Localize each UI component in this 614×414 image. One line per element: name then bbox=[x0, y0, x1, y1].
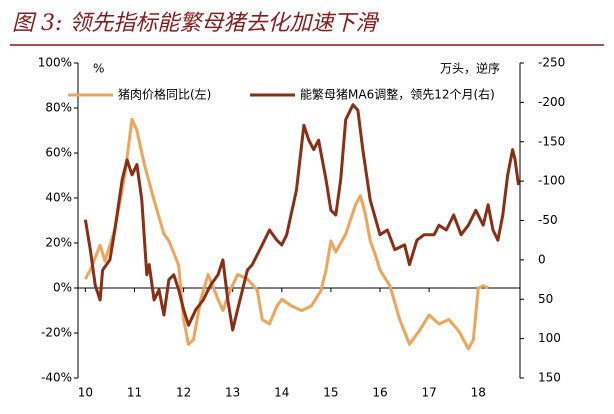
y-tick-label: 20% bbox=[45, 236, 72, 250]
y2-tick-label: 150 bbox=[538, 371, 561, 385]
y-tick-label: 80% bbox=[45, 101, 72, 115]
y-tick-label: 40% bbox=[45, 191, 72, 205]
y2-tick-label: -150 bbox=[538, 134, 565, 148]
y-axis-label: % bbox=[93, 62, 104, 76]
x-tick-label: 11 bbox=[127, 386, 142, 400]
x-tick-label: 10 bbox=[78, 386, 93, 400]
series-line bbox=[83, 103, 520, 332]
x-tick-label: 12 bbox=[176, 386, 191, 400]
x-tick-label: 16 bbox=[372, 386, 387, 400]
legend-label: 能繁母猪MA6调整，领先12个月(右) bbox=[300, 87, 495, 102]
y2-tick-label: -200 bbox=[538, 95, 565, 109]
x-tick-label: 13 bbox=[225, 386, 240, 400]
x-tick-label: 18 bbox=[471, 386, 486, 400]
x-tick-label: 14 bbox=[274, 386, 289, 400]
x-tick-label: 15 bbox=[323, 386, 338, 400]
y-tick-label: 60% bbox=[45, 146, 72, 160]
y2-tick-label: 0 bbox=[538, 252, 546, 266]
legend-label: 猪肉价格同比(左) bbox=[118, 87, 211, 102]
chart-title: 图 3: 领先指标能繁母猪去化加速下滑 bbox=[12, 11, 379, 36]
y2-tick-label: -250 bbox=[538, 56, 565, 70]
y2-axis-label: 万头，逆序 bbox=[440, 61, 500, 76]
y2-tick-label: 50 bbox=[538, 292, 553, 306]
y-tick-label: 100% bbox=[38, 56, 72, 70]
y-tick-label: 0% bbox=[53, 281, 72, 295]
y2-tick-label: -100 bbox=[538, 174, 565, 188]
x-tick-label: 17 bbox=[422, 386, 437, 400]
y-tick-label: -20% bbox=[41, 326, 72, 340]
series-line bbox=[84, 117, 489, 351]
y-tick-label: -40% bbox=[41, 371, 72, 385]
y2-tick-label: 100 bbox=[538, 331, 561, 345]
y2-tick-label: -50 bbox=[538, 213, 558, 227]
